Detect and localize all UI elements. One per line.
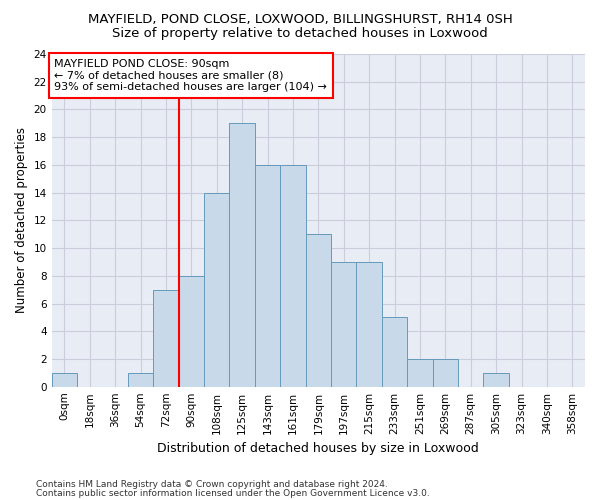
Bar	[204, 192, 229, 386]
Text: Size of property relative to detached houses in Loxwood: Size of property relative to detached ho…	[112, 28, 488, 40]
Bar	[356, 262, 382, 386]
Bar	[153, 290, 179, 386]
Text: MAYFIELD, POND CLOSE, LOXWOOD, BILLINGSHURST, RH14 0SH: MAYFIELD, POND CLOSE, LOXWOOD, BILLINGSH…	[88, 12, 512, 26]
Y-axis label: Number of detached properties: Number of detached properties	[15, 128, 28, 314]
X-axis label: Distribution of detached houses by size in Loxwood: Distribution of detached houses by size …	[157, 442, 479, 455]
Bar	[128, 373, 153, 386]
Text: Contains public sector information licensed under the Open Government Licence v3: Contains public sector information licen…	[36, 488, 430, 498]
Bar	[255, 165, 280, 386]
Bar	[52, 373, 77, 386]
Text: Contains HM Land Registry data © Crown copyright and database right 2024.: Contains HM Land Registry data © Crown c…	[36, 480, 388, 489]
Bar	[331, 262, 356, 386]
Bar	[305, 234, 331, 386]
Bar	[484, 373, 509, 386]
Bar	[179, 276, 204, 386]
Bar	[280, 165, 305, 386]
Bar	[229, 124, 255, 386]
Bar	[382, 318, 407, 386]
Text: MAYFIELD POND CLOSE: 90sqm
← 7% of detached houses are smaller (8)
93% of semi-d: MAYFIELD POND CLOSE: 90sqm ← 7% of detac…	[55, 59, 327, 92]
Bar	[433, 359, 458, 386]
Bar	[407, 359, 433, 386]
